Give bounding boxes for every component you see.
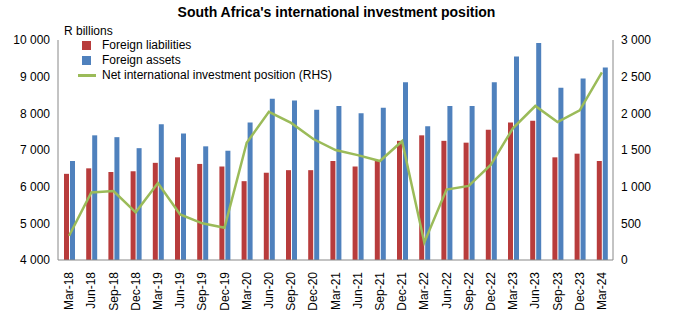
svg-text:Jun-22: Jun-22	[440, 272, 454, 309]
html-text:R billions: R billions	[64, 24, 113, 38]
svg-text:5 000: 5 000	[20, 217, 50, 231]
svg-text:Mar-20: Mar-20	[240, 272, 254, 310]
svg-text:500: 500	[621, 217, 641, 231]
svg-text:Sep-21: Sep-21	[373, 272, 387, 311]
svg-text:2 500: 2 500	[621, 70, 651, 84]
svg-text:1 500: 1 500	[621, 143, 651, 157]
svg-text:Mar-21: Mar-21	[329, 272, 343, 310]
svg-text:Mar-19: Mar-19	[151, 272, 165, 310]
svg-text:Dec-22: Dec-22	[484, 272, 498, 311]
svg-text:Sep-22: Sep-22	[462, 272, 476, 311]
svg-text:1 000: 1 000	[621, 180, 651, 194]
svg-text:Mar-23: Mar-23	[506, 272, 520, 310]
svg-text:7 000: 7 000	[20, 143, 50, 157]
svg-text:Mar-18: Mar-18	[62, 272, 76, 310]
svg-text:Dec-23: Dec-23	[573, 272, 587, 311]
svg-text:Dec-21: Dec-21	[395, 272, 409, 311]
html-text:South Africa's international i: South Africa's international investment …	[177, 4, 496, 20]
svg-text:Jun-19: Jun-19	[173, 272, 187, 309]
svg-text:Sep-20: Sep-20	[284, 272, 298, 311]
svg-text:Sep-23: Sep-23	[551, 272, 565, 311]
svg-text:Dec-20: Dec-20	[306, 272, 320, 311]
svg-text:Mar-24: Mar-24	[595, 272, 609, 310]
svg-text:9 000: 9 000	[20, 70, 50, 84]
svg-text:Jun-18: Jun-18	[84, 272, 98, 309]
svg-text:10 000: 10 000	[13, 33, 50, 47]
svg-text:6 000: 6 000	[20, 180, 50, 194]
html-text:Foreign assets: Foreign assets	[102, 53, 181, 67]
html-text:Foreign liabilities: Foreign liabilities	[102, 38, 192, 52]
html-text:Net international investment p: Net international investment position (R…	[102, 68, 333, 82]
svg-text:8 000: 8 000	[20, 107, 50, 121]
svg-text:Jun-20: Jun-20	[262, 272, 276, 309]
svg-text:Dec-19: Dec-19	[218, 272, 232, 311]
svg-text:Dec-18: Dec-18	[129, 272, 143, 311]
svg-text:Mar-22: Mar-22	[417, 272, 431, 310]
svg-text:2 000: 2 000	[621, 107, 651, 121]
svg-text:Sep-19: Sep-19	[195, 272, 209, 311]
svg-text:Sep-18: Sep-18	[107, 272, 121, 311]
svg-text:Jun-23: Jun-23	[528, 272, 542, 309]
svg-text:4 000: 4 000	[20, 253, 50, 267]
svg-text:3 000: 3 000	[621, 33, 651, 47]
svg-text:0: 0	[621, 253, 628, 267]
svg-text:Jun-21: Jun-21	[351, 272, 365, 309]
